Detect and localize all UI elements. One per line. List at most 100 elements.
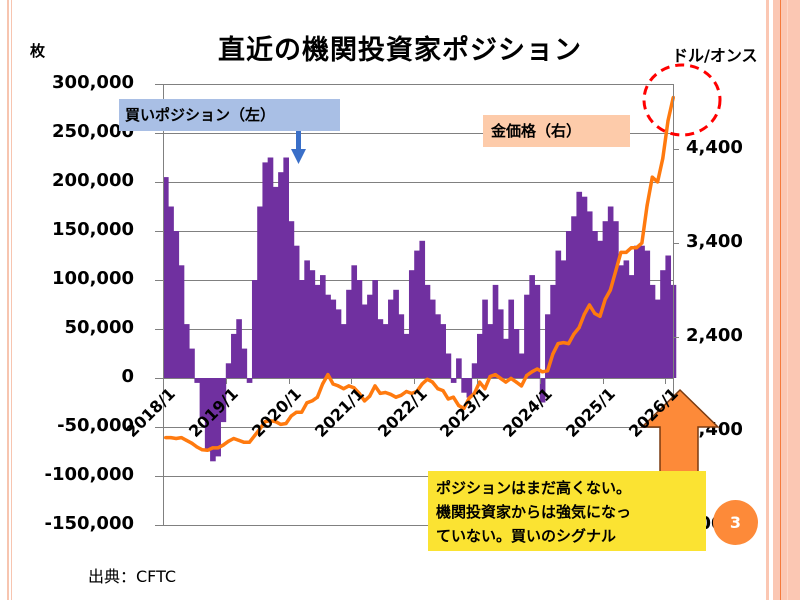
gold-price-point: [436, 387, 440, 391]
pointer-arrow-icon: [296, 131, 301, 150]
position-bar: [293, 245, 300, 378]
gold-price-point: [624, 250, 628, 254]
gold-price-point: [284, 421, 288, 426]
position-bar: [267, 157, 274, 378]
gold-price-point: [608, 288, 613, 292]
position-bar: [560, 260, 567, 378]
position-bar: [288, 221, 295, 378]
position-bar: [414, 250, 420, 378]
gold-price-point: [237, 438, 241, 442]
position-bar: [262, 162, 269, 378]
position-bar: [320, 275, 326, 378]
position-bar: [314, 284, 321, 378]
gold-price-point: [279, 422, 283, 426]
position-bar: [550, 284, 556, 378]
right-axis-unit: ドル/オンス: [672, 46, 758, 65]
gold-price-point: [211, 446, 215, 450]
left-tick-label: 100,000: [52, 268, 134, 289]
gold-price-point: [577, 326, 581, 330]
position-bar: [503, 338, 509, 378]
position-bar: [649, 284, 656, 378]
gold-price-point: [640, 241, 644, 245]
left-tick-label: -150,000: [44, 513, 134, 534]
gold-price-point: [451, 395, 455, 399]
position-bar: [183, 324, 190, 378]
gold-price-point: [347, 384, 351, 388]
callout-line: 機関投資家からは強気になっ: [436, 503, 632, 521]
position-bar: [199, 378, 206, 418]
position-bar: [660, 270, 666, 378]
gold-price-point: [493, 373, 497, 377]
gold-price-point: [540, 370, 545, 374]
position-bar: [272, 186, 279, 378]
gold-price-point: [530, 370, 534, 374]
position-bar: [335, 309, 342, 378]
gold-price-point: [190, 441, 194, 445]
left-tick-label: 50,000: [64, 317, 134, 338]
gold-price-line: [164, 95, 676, 453]
gold-price-point: [315, 395, 319, 399]
gold-price-point: [582, 312, 586, 316]
gold-price-point: [300, 410, 304, 414]
position-bar: [592, 231, 598, 378]
gold-price-point: [430, 380, 435, 384]
position-bar: [440, 324, 446, 378]
position-bar: [466, 378, 473, 398]
gold-price-point: [185, 438, 189, 442]
left-tick-label: 200,000: [52, 170, 134, 191]
gold-price-point: [587, 303, 592, 307]
position-bar: [220, 378, 227, 423]
left-tick-label: -100,000: [44, 464, 134, 485]
gold-price-point: [216, 446, 220, 450]
position-bar: [241, 348, 248, 378]
position-bar: [225, 363, 232, 378]
gold-price-point: [164, 436, 168, 440]
position-bar: [524, 294, 530, 378]
position-bar: [482, 299, 488, 378]
position-bar: [419, 240, 426, 378]
gold-price-point: [519, 384, 524, 388]
position-bar: [356, 280, 363, 378]
gold-price-point: [232, 436, 236, 441]
position-bar: [654, 299, 661, 378]
gold-price-point: [399, 393, 403, 397]
position-bar: [403, 333, 410, 378]
pointer-arrow-head-icon: [291, 149, 306, 164]
position-bar: [644, 250, 651, 378]
gold-price-point: [483, 387, 487, 391]
right-tick-label: 4,400: [686, 137, 743, 158]
position-bar: [204, 378, 211, 452]
gold-price-point: [656, 180, 660, 184]
position-bar: [597, 240, 603, 378]
highlight-circle-icon: [642, 63, 722, 137]
gold-price-point: [551, 352, 555, 356]
position-bar: [518, 353, 525, 378]
gold-price-point: [415, 389, 419, 394]
gold-price-point: [310, 399, 314, 403]
gold-price-point: [410, 391, 414, 395]
gold-price-point: [357, 391, 361, 395]
legend-gold-price: 金価格（右）: [483, 115, 630, 147]
position-bar: [377, 319, 384, 378]
gold-price-point: [661, 156, 665, 160]
position-bar: [231, 333, 237, 378]
gold-price-point: [420, 382, 424, 386]
position-bar: [581, 196, 588, 378]
position-bar: [283, 157, 289, 378]
callout-box: ポジションはまだ高くない。 機関投資家からは強気になっ ていない。買いのシグナル: [428, 471, 706, 551]
gold-price-point: [289, 414, 293, 418]
position-bar: [545, 314, 551, 378]
position-bar: [529, 275, 535, 378]
position-bar: [471, 363, 478, 378]
gold-price-point: [394, 395, 398, 399]
right-tick-label: 3,400: [686, 231, 743, 252]
right-border-band: [773, 0, 800, 600]
position-bar: [361, 304, 368, 378]
legend-buy-position: 買いポジション（左）: [119, 99, 340, 131]
position-bar: [299, 280, 305, 378]
gold-price-point: [321, 382, 325, 386]
position-bar: [408, 270, 415, 378]
gold-price-point: [373, 384, 377, 388]
position-bar: [351, 265, 358, 378]
gold-price-point: [614, 269, 618, 273]
